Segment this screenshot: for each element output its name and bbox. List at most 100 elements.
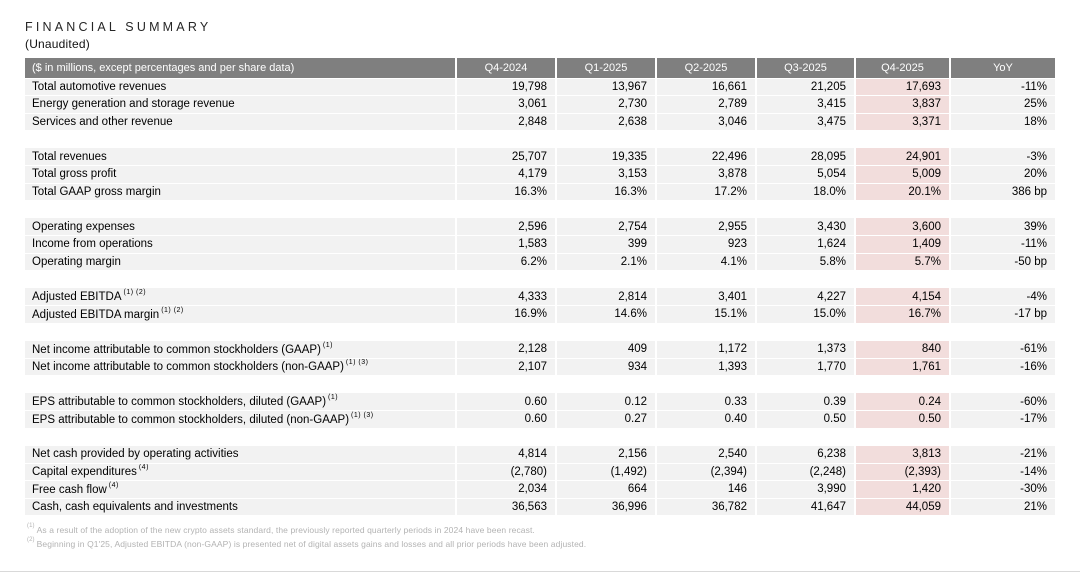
value-cell: 4,227: [756, 288, 856, 306]
value-cell: 18.0%: [756, 183, 856, 201]
section-gap-row: [25, 323, 1055, 341]
section-gap-cell: [25, 200, 1055, 218]
yoy-value-cell: -30%: [950, 480, 1055, 499]
section-gap-row: [25, 428, 1055, 446]
table-body: Total automotive revenues 19,798 13,967 16,…: [25, 78, 1055, 516]
value-cell: (1,492): [556, 463, 657, 481]
table-row: Operating margin 6.2% 2.1% 4.1% 5.8% 5.7% -50 …: [25, 253, 1055, 271]
column-header-q2-2025: Q2-2025: [656, 58, 757, 79]
section-gap-row: [25, 200, 1055, 218]
value-cell: 5.8%: [756, 253, 856, 271]
value-cell: 21,205: [756, 78, 856, 96]
row-label-text: Free cash flow: [32, 483, 107, 496]
row-label-text: Total automotive revenues: [32, 80, 167, 93]
value-cell: 934: [556, 358, 657, 376]
value-cell: 2,107: [456, 358, 557, 376]
table-row: Capital expenditures (4) (2,780) (1,492) (2,…: [25, 463, 1055, 481]
value-cell: 6,238: [756, 445, 856, 464]
row-label-text: Adjusted EBITDA margin: [32, 308, 160, 321]
footnote-text: As a result of the adoption of the new c…: [36, 524, 535, 535]
row-label-text: Operating expenses: [32, 220, 135, 233]
value-cell: 3,153: [556, 165, 657, 184]
table-row: Operating expenses 2,596 2,754 2,955 3,430 3,…: [25, 218, 1055, 236]
value-cell: 17.2%: [656, 183, 757, 201]
footnote-marker: (4): [108, 481, 119, 489]
row-label: Energy generation and storage revenue: [25, 95, 457, 114]
value-cell: 15.0%: [756, 305, 856, 324]
row-label: Net income attributable to common stockh…: [25, 358, 457, 376]
value-cell: 4,154: [855, 288, 951, 306]
value-cell: 1,583: [456, 235, 557, 254]
footnote-marker: (4): [138, 464, 149, 472]
section-gap-cell: [25, 323, 1055, 341]
footnote-line: (2) Beginning in Q1'25, Adjusted EBITDA (…: [27, 536, 1055, 550]
value-cell: 16.3%: [556, 183, 657, 201]
value-cell: 44,059: [855, 498, 951, 516]
table-row: Total revenues 25,707 19,335 22,496 28,095 24…: [25, 148, 1055, 166]
table-row: Energy generation and storage revenue 3,0…: [25, 95, 1055, 114]
yoy-value-cell: -61%: [950, 340, 1055, 359]
table-row: Net income attributable to common stockh…: [25, 358, 1055, 376]
value-cell: 2,789: [656, 95, 757, 114]
row-label: EPS attributable to common stockholders,…: [25, 410, 457, 429]
value-cell: 0.50: [855, 410, 951, 429]
value-cell: 2,730: [556, 95, 657, 114]
value-cell: 2.1%: [556, 253, 657, 271]
row-label-text: Net income attributable to common stockh…: [32, 343, 321, 356]
row-label-text: Services and other revenue: [32, 115, 173, 128]
table-header-row: ($ in millions, except percentages and p…: [25, 58, 1055, 79]
value-cell: 22,496: [656, 148, 757, 166]
financial-summary-table: ($ in millions, except percentages and p…: [25, 58, 1055, 516]
value-cell: 5.7%: [855, 253, 951, 271]
table-row: Services and other revenue 2,848 2,638 3,04…: [25, 113, 1055, 131]
value-cell: 1,420: [855, 480, 951, 499]
value-cell: 2,540: [656, 445, 757, 464]
row-label-text: Net cash provided by operating activitie…: [32, 448, 239, 460]
value-cell: 36,996: [556, 498, 657, 516]
section-gap-cell: [25, 375, 1055, 393]
table-row: Income from operations 1,583 399 923 1,624 1,…: [25, 235, 1055, 254]
yoy-value-cell: 20%: [950, 165, 1055, 184]
value-cell: 3,878: [656, 165, 757, 184]
row-label: Free cash flow (4): [25, 480, 457, 499]
row-label: Adjusted EBITDA margin (1) (2): [25, 305, 457, 324]
value-cell: 28,095: [756, 148, 856, 166]
row-label-text: Capital expenditures: [32, 466, 137, 479]
yoy-value-cell: -14%: [950, 463, 1055, 481]
value-cell: 0.24: [855, 393, 951, 411]
value-cell: 1,373: [756, 340, 856, 359]
footnote-marker: (1) (2): [123, 289, 147, 297]
row-label-text: EPS attributable to common stockholders,…: [32, 413, 350, 426]
column-header-q1-2025: Q1-2025: [556, 58, 657, 79]
value-cell: 2,814: [556, 288, 657, 306]
value-cell: 1,172: [656, 340, 757, 359]
section-gap-cell: [25, 428, 1055, 446]
value-cell: 4.1%: [656, 253, 757, 271]
value-cell: 16,661: [656, 78, 757, 96]
value-cell: 16.9%: [456, 305, 557, 324]
value-cell: 5,009: [855, 165, 951, 184]
value-cell: 3,430: [756, 218, 856, 236]
yoy-value-cell: -11%: [950, 78, 1055, 96]
value-cell: 840: [855, 340, 951, 359]
value-cell: 2,754: [556, 218, 657, 236]
value-cell: 3,401: [656, 288, 757, 306]
value-cell: 3,371: [855, 113, 951, 131]
value-cell: 0.40: [656, 410, 757, 429]
value-cell: 3,415: [756, 95, 856, 114]
value-cell: 0.33: [656, 393, 757, 411]
yoy-value-cell: -3%: [950, 148, 1055, 166]
value-cell: 0.60: [456, 410, 557, 429]
row-label: Operating margin: [25, 253, 457, 271]
yoy-value-cell: -16%: [950, 358, 1055, 376]
value-cell: 14.6%: [556, 305, 657, 324]
row-label-text: Energy generation and storage revenue: [32, 98, 235, 111]
value-cell: 24,901: [855, 148, 951, 166]
value-cell: 2,128: [456, 340, 557, 359]
table-row: Adjusted EBITDA (1) (2) 4,333 2,814 3,401 4,2…: [25, 288, 1055, 306]
value-cell: 4,814: [456, 445, 557, 464]
value-cell: 19,335: [556, 148, 657, 166]
footnote-marker: (1): [328, 394, 339, 402]
value-cell: 2,638: [556, 113, 657, 131]
